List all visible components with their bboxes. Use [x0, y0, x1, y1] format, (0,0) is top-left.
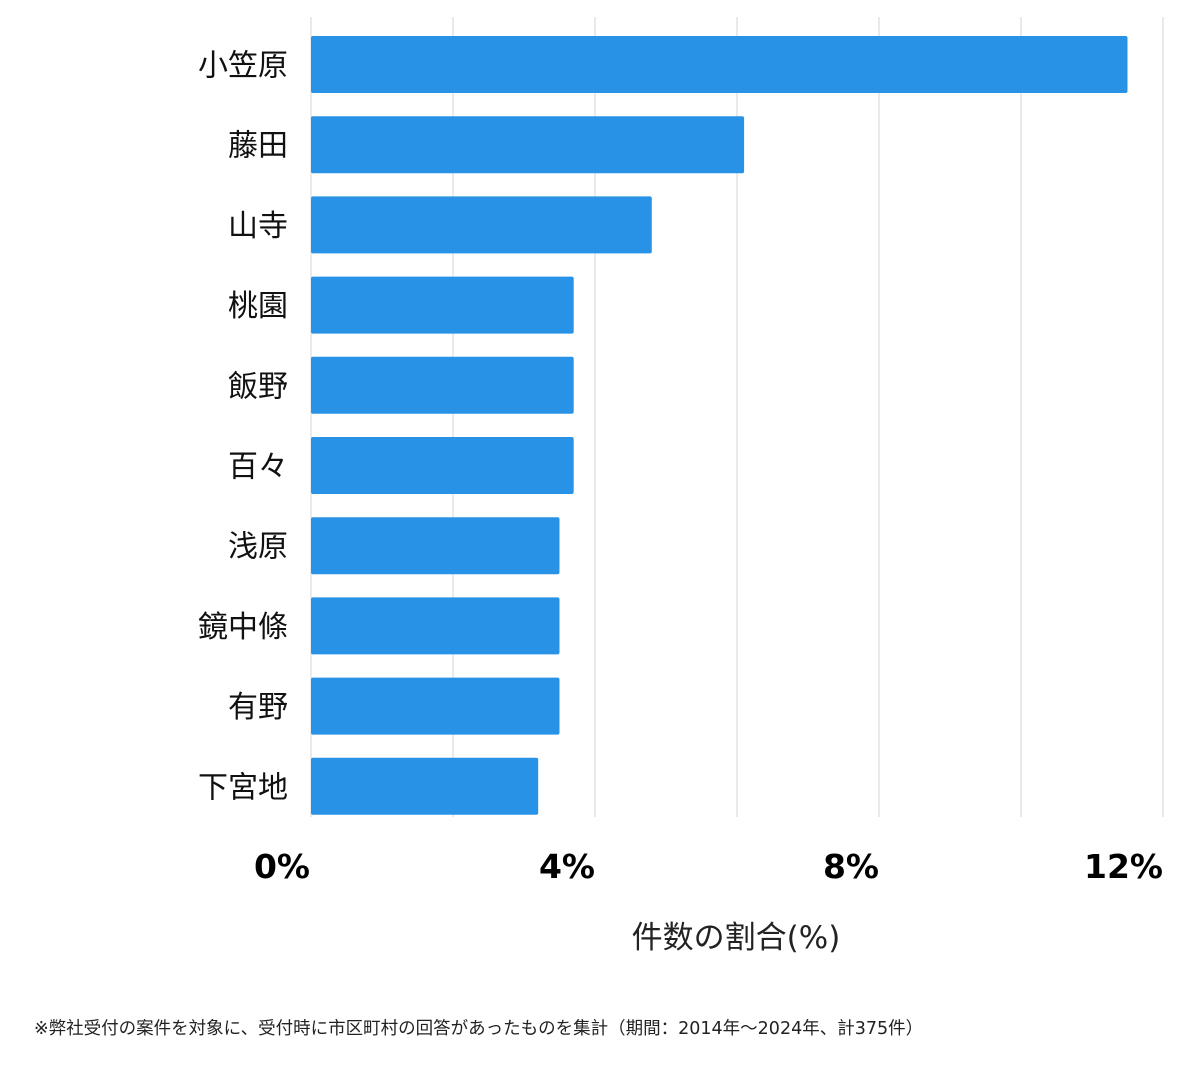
category-label: 桃園 [228, 289, 288, 324]
bar [311, 356, 574, 414]
category-label: 有野 [228, 690, 288, 725]
bar [311, 276, 574, 334]
x-tick-labels: 0% 4% 8% 12% [254, 847, 1163, 886]
bar [311, 36, 1128, 93]
x-tick-label: 8% [823, 847, 879, 886]
category-label: 鏡中條 [198, 610, 288, 645]
category-label: 飯野 [228, 369, 288, 404]
x-tick-label: 4% [539, 847, 595, 886]
category-label: 百々 [228, 450, 288, 485]
x-tick-label: 0% [254, 847, 310, 886]
footnote: ※弊社受付の案件を対象に、受付時に市区町村の回答があったものを集計（期間：201… [34, 1019, 924, 1039]
x-axis-title: 件数の割合(%) [632, 920, 841, 956]
category-label: 小笠原 [198, 49, 288, 84]
bar [311, 196, 652, 254]
bar [311, 437, 574, 494]
category-label: 浅原 [228, 530, 288, 565]
bar [311, 757, 539, 815]
category-label: 山寺 [228, 209, 288, 244]
bar [311, 517, 560, 575]
bar [311, 597, 560, 655]
bars [311, 36, 1128, 815]
bar [311, 116, 745, 174]
category-label: 下宮地 [198, 770, 288, 805]
bar [311, 677, 560, 735]
x-tick-label: 12% [1084, 847, 1163, 886]
category-label: 藤田 [228, 129, 288, 164]
